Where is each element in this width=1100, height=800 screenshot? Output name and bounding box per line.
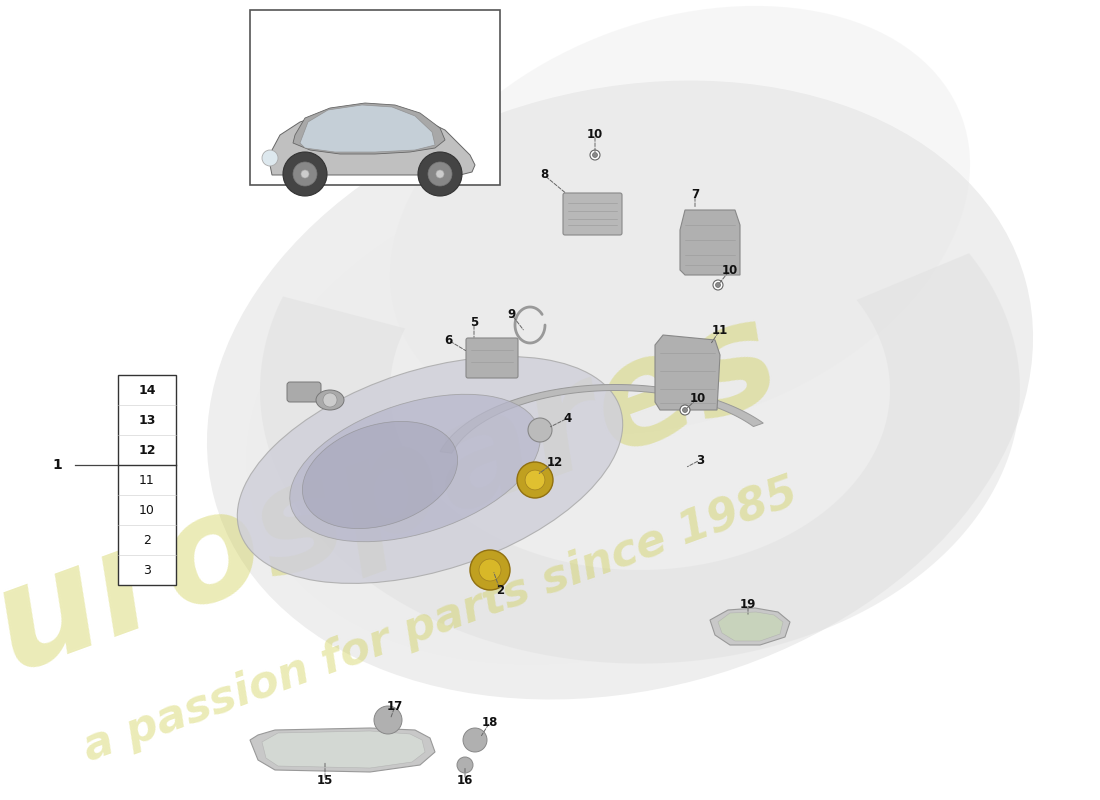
Ellipse shape xyxy=(374,706,401,734)
Text: 12: 12 xyxy=(547,455,563,469)
Ellipse shape xyxy=(463,728,487,752)
Circle shape xyxy=(293,162,317,186)
Text: 8: 8 xyxy=(540,169,548,182)
FancyBboxPatch shape xyxy=(250,10,500,185)
Text: 15: 15 xyxy=(317,774,333,786)
Circle shape xyxy=(428,162,452,186)
Ellipse shape xyxy=(238,357,623,583)
Circle shape xyxy=(478,559,500,581)
Circle shape xyxy=(323,393,337,407)
Circle shape xyxy=(436,170,444,178)
Text: 17: 17 xyxy=(387,699,403,713)
FancyBboxPatch shape xyxy=(287,382,321,402)
Ellipse shape xyxy=(302,422,458,529)
Ellipse shape xyxy=(207,81,1033,699)
Circle shape xyxy=(283,152,327,196)
Polygon shape xyxy=(262,731,425,768)
Polygon shape xyxy=(293,103,446,154)
Text: 1: 1 xyxy=(52,458,62,472)
Text: 10: 10 xyxy=(139,503,155,517)
Text: 4: 4 xyxy=(564,411,572,425)
Circle shape xyxy=(262,150,278,166)
Circle shape xyxy=(301,170,309,178)
Text: 10: 10 xyxy=(690,391,706,405)
Text: 11: 11 xyxy=(139,474,155,486)
Circle shape xyxy=(715,282,720,287)
FancyBboxPatch shape xyxy=(563,193,622,235)
Ellipse shape xyxy=(389,6,970,434)
Circle shape xyxy=(590,150,600,160)
Text: 9: 9 xyxy=(508,309,516,322)
Circle shape xyxy=(525,470,544,490)
Text: 10: 10 xyxy=(587,129,603,142)
Polygon shape xyxy=(300,105,434,152)
Text: 3: 3 xyxy=(143,563,151,577)
Ellipse shape xyxy=(246,156,954,664)
Text: 14: 14 xyxy=(139,383,156,397)
Ellipse shape xyxy=(289,394,540,542)
Ellipse shape xyxy=(456,757,473,773)
Circle shape xyxy=(680,405,690,415)
Text: 11: 11 xyxy=(712,323,728,337)
FancyBboxPatch shape xyxy=(466,338,518,378)
Polygon shape xyxy=(250,728,434,772)
Text: 10: 10 xyxy=(722,263,738,277)
Text: eurospares: eurospares xyxy=(0,286,798,734)
Polygon shape xyxy=(260,253,1020,663)
Text: 18: 18 xyxy=(482,715,498,729)
Text: 13: 13 xyxy=(139,414,156,426)
Circle shape xyxy=(418,152,462,196)
Polygon shape xyxy=(680,210,740,275)
Text: 2: 2 xyxy=(496,583,504,597)
Ellipse shape xyxy=(316,390,344,410)
Circle shape xyxy=(528,418,552,442)
Text: a passion for parts since 1985: a passion for parts since 1985 xyxy=(77,470,803,770)
Text: 19: 19 xyxy=(740,598,756,611)
Circle shape xyxy=(682,407,688,413)
Text: 7: 7 xyxy=(691,189,700,202)
Polygon shape xyxy=(710,608,790,645)
Polygon shape xyxy=(718,612,783,641)
Text: 16: 16 xyxy=(456,774,473,786)
FancyBboxPatch shape xyxy=(118,375,176,585)
Text: 5: 5 xyxy=(470,317,478,330)
Polygon shape xyxy=(654,335,720,410)
Text: 12: 12 xyxy=(139,443,156,457)
Text: 2: 2 xyxy=(143,534,151,546)
Polygon shape xyxy=(440,385,763,453)
Circle shape xyxy=(517,462,553,498)
Text: 6: 6 xyxy=(444,334,452,346)
Circle shape xyxy=(593,153,597,158)
Circle shape xyxy=(470,550,510,590)
Polygon shape xyxy=(270,108,475,175)
Text: 3: 3 xyxy=(696,454,704,466)
Circle shape xyxy=(713,280,723,290)
